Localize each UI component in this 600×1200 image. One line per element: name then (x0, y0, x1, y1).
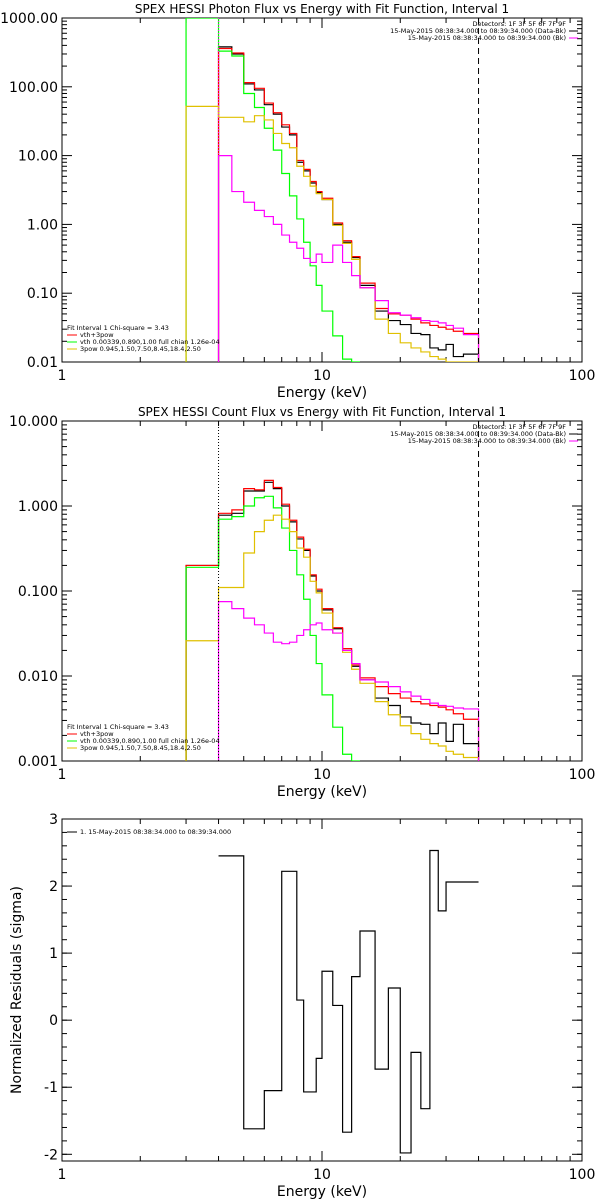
series-line-0 (218, 849, 479, 1154)
y-tick-label: -2 (44, 1147, 58, 1163)
series-line-1 (217, 47, 480, 362)
y-tick-label: 1.00 (27, 217, 58, 233)
series-line-4 (217, 601, 480, 761)
header-text: 15-May-2015 08:38:34.000 to 08:39:34.000… (408, 437, 566, 445)
legend-entry: 1. 15-May-2015 08:38:34.000 to 08:39:34.… (80, 828, 231, 836)
header-text: 15-May-2015 08:38:34.000 to 08:39:34.000… (390, 27, 566, 35)
legend-entry: vth+3pow (80, 730, 114, 738)
series-line-2 (185, 18, 360, 362)
x-tick-label: 10 (313, 767, 331, 783)
legend-entry: Fit Interval 1 Chi-square = 3.43 (67, 723, 169, 731)
x-tick-label: 100 (569, 1167, 596, 1183)
x-tick-label: 100 (569, 767, 596, 783)
y-tick-label: 1000.00 (0, 11, 58, 27)
chart-title: SPEX HESSI Count Flux vs Energy with Fit… (138, 405, 506, 419)
legend-entry: vth 0.00339,0.890,1.00 full chian 1.26e-… (80, 737, 220, 745)
legend-entry: Fit Interval 1 Chi-square = 3.43 (67, 324, 169, 332)
residuals-chart: 1 10 100 -2 -1 0 1 2 3 Energy (keV) Normalized Res… (9, 812, 595, 1200)
y-tick-label: 0.01 (27, 355, 58, 371)
y-tick-label: 2 (49, 879, 58, 895)
legend-entry: vth+3pow (80, 331, 114, 339)
y-tick-label: 1.000 (18, 499, 58, 515)
y-axis-label: Normalized Residuals (sigma) (9, 886, 25, 1094)
y-tick-label: 0.001 (18, 754, 58, 770)
legend-entry: 3pow 0.945,1.50,7.50,8.45,18.4,2.50 (80, 744, 201, 752)
x-axis-label: Energy (keV) (277, 784, 367, 800)
x-tick-label: 10 (313, 368, 331, 384)
x-tick-label: 10 (313, 1167, 331, 1183)
photon-flux-chart: SPEX HESSI Photon Flux vs Energy with Fi… (0, 2, 595, 401)
y-tick-label: 3 (49, 812, 58, 828)
legend-entry: vth 0.00339,0.890,1.00 full chian 1.26e-… (80, 338, 220, 346)
series-line-2 (185, 495, 360, 761)
x-tick-label: 100 (569, 368, 596, 384)
x-tick-label: 1 (58, 368, 67, 384)
series-line-4 (217, 155, 480, 362)
y-tick-label: 0.100 (18, 584, 58, 600)
y-tick-label: 100.00 (9, 80, 58, 96)
y-tick-label: 0.10 (27, 286, 58, 302)
header-text: 15-May-2015 08:38:34.000 to 08:39:34.000… (408, 34, 566, 42)
header-text: 15-May-2015 08:38:34.000 to 08:39:34.000… (390, 430, 566, 438)
x-tick-label: 1 (58, 767, 67, 783)
y-tick-label: 1 (49, 946, 58, 962)
y-tick-label: 10.00 (18, 149, 58, 165)
x-axis-label: Energy (keV) (277, 1184, 367, 1200)
legend-entry: 3pow 0.945,1.50,7.50,8.45,18.4,2.50 (80, 345, 201, 353)
count-flux-chart: SPEX HESSI Count Flux vs Energy with Fit… (9, 405, 595, 800)
header-text: Detectors: 1F 3F 5F 6F 7F 9F (472, 20, 566, 28)
y-tick-label: 0 (49, 1013, 58, 1029)
series-line-0 (217, 46, 480, 362)
y-tick-label: -1 (44, 1080, 58, 1096)
header-text: Detectors: 1F 3F 5F 6F 7F 9F (472, 423, 566, 431)
series-line-3 (185, 105, 479, 362)
chart-title: SPEX HESSI Photon Flux vs Energy with Fi… (135, 2, 509, 16)
x-axis-label: Energy (keV) (277, 385, 367, 401)
y-tick-label: 0.010 (18, 669, 58, 685)
x-tick-label: 1 (58, 1167, 67, 1183)
y-tick-label: 10.000 (9, 414, 58, 430)
